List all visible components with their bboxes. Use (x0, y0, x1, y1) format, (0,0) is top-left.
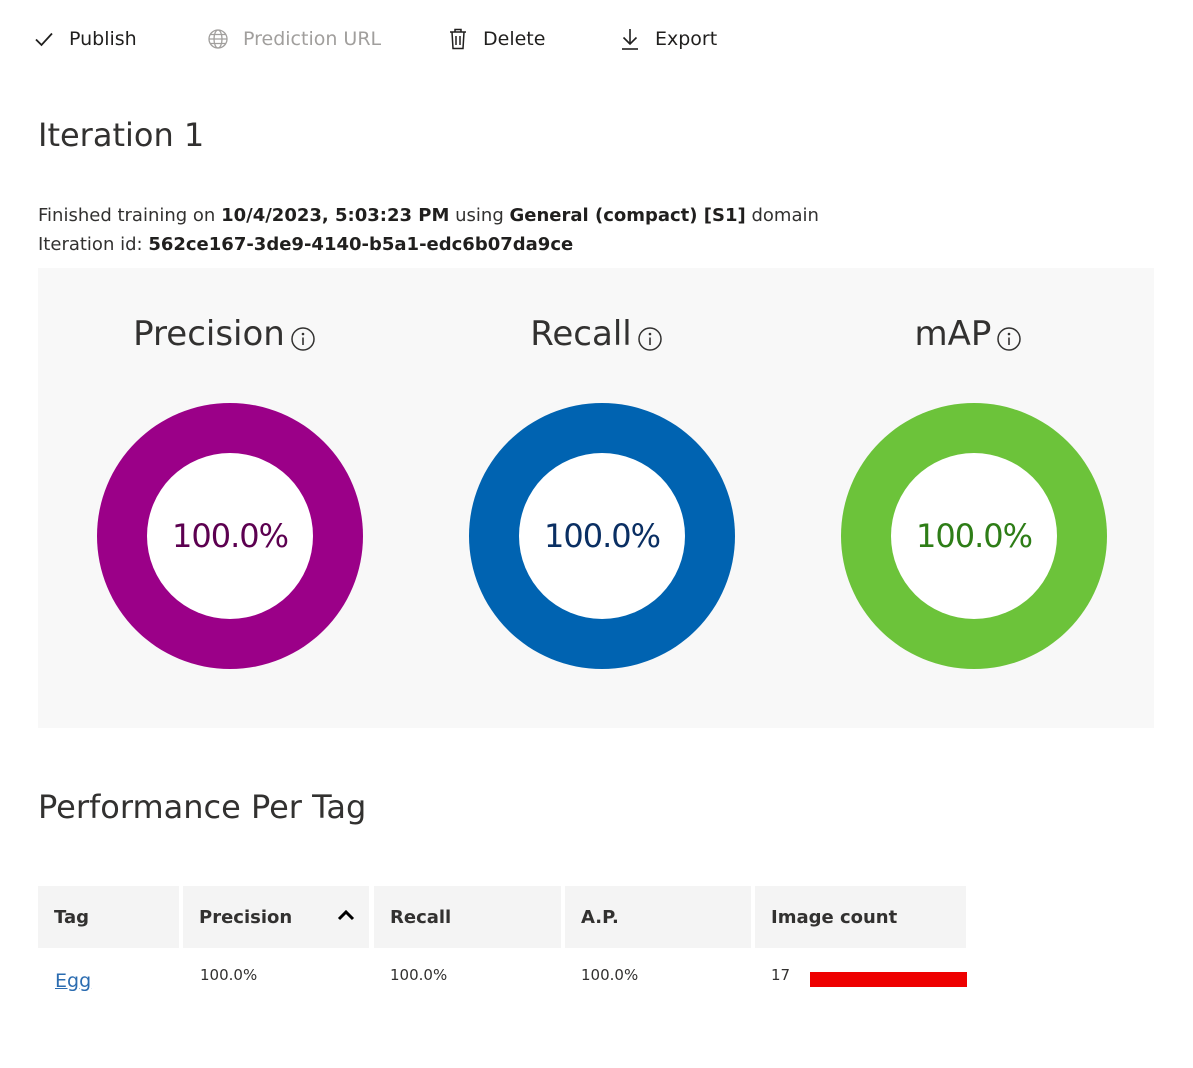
export-button[interactable]: Export (618, 20, 717, 58)
checkmark-icon (32, 27, 56, 51)
domain-suffix: domain (751, 205, 819, 226)
prediction-url-button[interactable]: Prediction URL (206, 20, 381, 58)
precision-title: Precision (133, 314, 285, 354)
recall-donut: 100.0% (469, 403, 735, 669)
iteration-id-label: Iteration id: (38, 234, 143, 255)
finished-prefix: Finished training on (38, 205, 216, 226)
delete-label: Delete (483, 28, 546, 50)
publish-label: Publish (69, 28, 137, 50)
iteration-id-value: 562ce167-3de9-4140-b5a1-edc6b07da9ce (148, 234, 574, 255)
trash-icon (446, 27, 470, 51)
metrics-panel: Precision 100.0% Recall 100.0% mAP (38, 268, 1154, 728)
using-text: using (455, 205, 504, 226)
precision-value: 100.0% (171, 517, 289, 555)
map-donut: 100.0% (841, 403, 1107, 669)
training-finished-line: Finished training on 10/4/2023, 5:03:23 … (38, 201, 819, 230)
recall-metric: Recall 100.0% (416, 268, 776, 728)
map-header: mAP (788, 312, 1148, 356)
publish-button[interactable]: Publish (32, 20, 137, 58)
map-value: 100.0% (915, 517, 1033, 555)
training-info: Finished training on 10/4/2023, 5:03:23 … (38, 201, 819, 259)
precision-donut-center: 100.0% (147, 453, 313, 619)
command-bar: Publish Prediction URL Delete Export (0, 20, 1193, 58)
image-count-bar (810, 972, 967, 987)
column-header-precision[interactable]: Precision (183, 886, 369, 948)
domain-name: General (compact) [S1] (509, 205, 746, 226)
download-icon (618, 27, 642, 51)
finished-date: 10/4/2023, 5:03:23 PM (221, 205, 450, 226)
delete-button[interactable]: Delete (446, 20, 545, 58)
performance-title: Performance Per Tag (38, 788, 367, 826)
prediction-url-label: Prediction URL (243, 28, 382, 50)
recall-donut-center: 100.0% (519, 453, 685, 619)
precision-donut: 100.0% (97, 403, 363, 669)
row-ap: 100.0% (581, 966, 639, 984)
tag-link-egg[interactable]: Egg (55, 970, 92, 992)
column-header-tag[interactable]: Tag (38, 886, 179, 948)
export-label: Export (655, 28, 718, 50)
chevron-up-icon (337, 906, 355, 927)
column-header-recall[interactable]: Recall (374, 886, 561, 948)
precision-header: Precision (44, 312, 404, 356)
column-header-image-count[interactable]: Image count (755, 886, 966, 948)
column-header-precision-label: Precision (199, 906, 293, 928)
info-icon[interactable] (637, 327, 662, 351)
info-icon[interactable] (997, 327, 1022, 351)
row-precision: 100.0% (200, 966, 258, 984)
precision-metric: Precision 100.0% (44, 268, 404, 728)
recall-title: Recall (530, 314, 632, 354)
iteration-title: Iteration 1 (38, 116, 205, 154)
globe-icon (206, 27, 230, 51)
map-donut-center: 100.0% (891, 453, 1057, 619)
column-header-ap[interactable]: A.P. (565, 886, 751, 948)
info-icon[interactable] (291, 327, 315, 351)
map-metric: mAP 100.0% (788, 268, 1148, 728)
recall-value: 100.0% (543, 517, 661, 555)
recall-header: Recall (416, 312, 776, 356)
row-recall: 100.0% (390, 966, 448, 984)
row-image-count: 17 (771, 966, 791, 984)
iteration-id-line: Iteration id: 562ce167-3de9-4140-b5a1-ed… (38, 230, 819, 259)
map-title: mAP (914, 314, 992, 354)
